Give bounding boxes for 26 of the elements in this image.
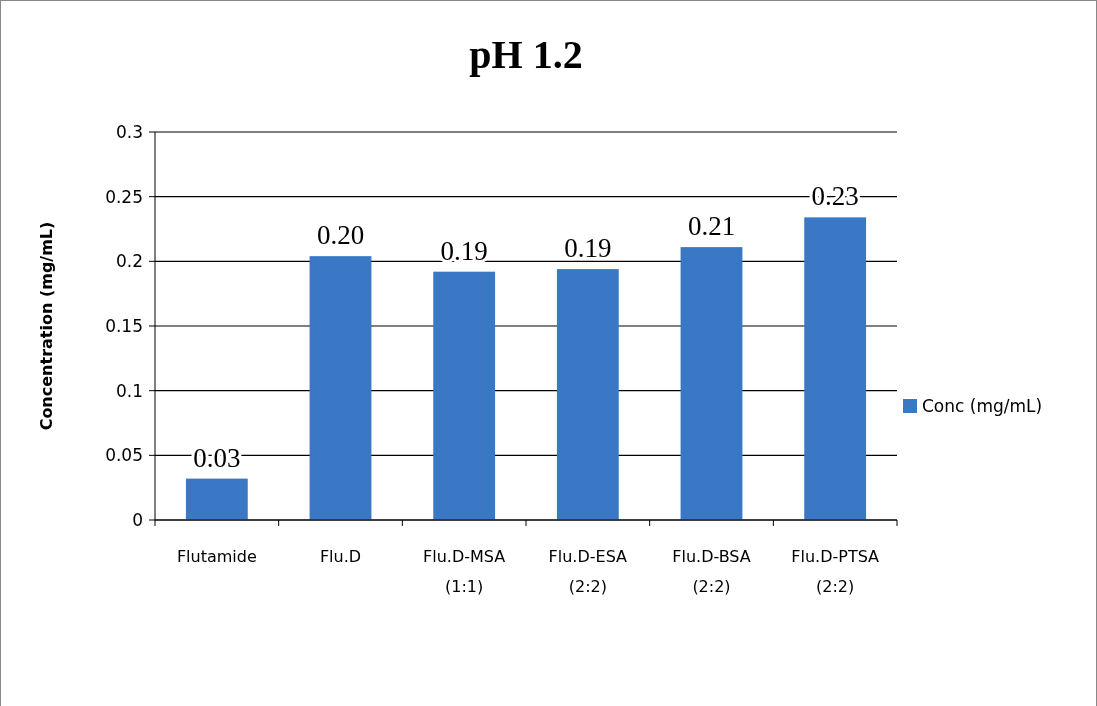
y-tick-label: 0.2 [115, 251, 143, 272]
data-label: 0.21 [687, 211, 736, 242]
x-tick-label: Flu.D [319, 547, 362, 566]
data-label: 0.19 [440, 235, 488, 266]
y-tick-label: 0.15 [105, 315, 143, 336]
x-tick-label: Flu.D-PTSA (2:2) [791, 547, 880, 596]
legend-label: Conc (mg/mL) [922, 395, 1043, 416]
bar [309, 256, 372, 520]
x-tick-label: Flu.D-ESA (2:2) [548, 547, 628, 596]
bar [680, 247, 743, 520]
data-label: 0.19 [564, 233, 612, 264]
x-tick-label: Flu.D-BSA (2:2) [672, 547, 751, 596]
data-label: 0.20 [316, 220, 365, 251]
y-tick-label: 0 [132, 509, 143, 530]
y-tick-label: 0.3 [115, 121, 143, 142]
bar [556, 269, 619, 520]
bar [804, 217, 867, 520]
y-tick-label: 0.1 [115, 380, 143, 401]
x-tick-label: Flutamide [176, 547, 257, 566]
bar [433, 271, 496, 520]
chart-title: pH 1.2 [469, 32, 583, 77]
y-tick-label: 0.05 [105, 445, 143, 466]
y-axis-title: Concentration (mg/mL) [37, 221, 56, 431]
y-tick-label: 0.25 [105, 186, 143, 207]
x-tick-label: Flu.D-MSA (1:1) [423, 547, 506, 596]
bar [185, 478, 248, 520]
